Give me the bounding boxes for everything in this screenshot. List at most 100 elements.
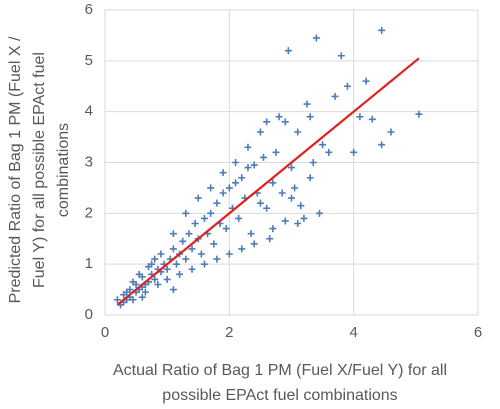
scatter-marker [141,288,149,296]
scatter-marker [325,148,333,156]
y-tick-label: 6 [85,1,93,18]
scatter-marker [356,113,364,121]
scatter-marker [138,293,146,301]
scatter-marker [269,225,277,233]
y-axis-label: Predicted Ratio of Bag 1 PM (Fuel X / [7,36,24,303]
y-axis-label: Fuel Y) for all possible EPAct fuel [31,52,48,288]
scatter-marker [350,148,358,156]
scatter-marker [244,143,252,151]
y-tick-label: 5 [85,52,93,69]
x-tick-label: 6 [474,324,482,341]
x-tick-label: 2 [225,324,233,341]
scatter-marker [129,278,137,286]
scatter-marker [263,118,271,126]
scatter-marker [200,260,208,268]
scatter-marker [188,265,196,273]
scatter-marker [294,220,302,227]
scatter-marker [172,260,180,268]
scatter-marker [151,255,159,263]
scatter-marker [207,184,215,192]
y-tick-label: 3 [85,153,93,170]
scatter-marker [297,202,305,210]
scatter-marker [288,164,295,172]
scatter-marker [182,209,190,217]
scatter-marker [213,255,221,263]
scatter-marker [281,118,289,126]
scatter-marker [309,159,317,166]
scatter-marker [306,113,314,121]
x-tick-label: 0 [101,324,109,341]
scatter-marker [272,148,280,156]
scatter-marker [337,52,345,60]
scatter-marker [247,230,255,238]
scatter-marker [188,245,196,253]
scatter-marker [378,141,386,149]
scatter-marker [123,288,131,296]
scatter-marker [362,77,370,85]
scatter-marker [232,159,240,166]
scatter-marker [378,26,386,34]
scatter-marker [315,209,323,217]
scatter-marker [244,164,252,172]
scatter-marker [169,245,177,253]
scatter-marker [179,237,187,245]
scatter-marker [303,100,311,108]
y-tick-label: 4 [85,103,93,120]
x-axis-label: Actual Ratio of Bag 1 PM (Fuel X/Fuel Y)… [113,362,447,379]
scatter-marker [176,270,184,278]
scatter-marker [225,250,233,258]
scatter-marker [163,265,171,273]
scatter-marker [219,169,227,177]
scatter-marker [200,214,208,222]
scatter-marker [238,245,246,253]
scatter-marker [197,250,205,258]
scatter-marker [157,250,165,258]
scatter-marker [415,110,423,118]
scatter-marker [294,128,302,136]
scatter-marker [182,255,190,263]
scatter-marker [151,275,159,283]
x-axis-label: possible EPAct fuel combinations [162,387,397,404]
scatter-marker [306,174,314,182]
scatter-marker [210,240,218,248]
y-tick-label: 1 [85,255,93,272]
scatter-marker [207,209,215,217]
scatter-marker [263,204,271,212]
fit-line [116,57,420,306]
scatter-marker [213,199,221,207]
scatter-marker [256,199,264,207]
scatter-marker [169,230,177,238]
scatter-marker [288,194,295,202]
scatter-marker [135,270,143,278]
scatter-marker [319,141,327,149]
scatter-marker [238,174,246,182]
scatter-marker [266,235,274,243]
scatter-marker [284,47,292,55]
scatter-marker [154,281,162,288]
x-tick-label: 4 [349,324,357,341]
scatter-marker [222,225,230,233]
scatter-marker [194,194,202,202]
scatter-marker [232,179,240,187]
scatter-marker [343,82,351,90]
scatter-marker [278,189,286,197]
scatter-marker [219,189,227,197]
scatter-marker [387,128,395,136]
scatter-marker [235,214,243,222]
scatter-marker [269,179,277,187]
scatter-marker [260,153,268,161]
scatter-marker [312,34,320,42]
scatter-marker [129,296,137,304]
scatter-marker [300,214,308,222]
scatter-marker [368,115,376,123]
scatter-marker [148,260,156,268]
scatter-marker [275,113,283,121]
scatter-marker [185,230,193,238]
scatter-marker [256,128,264,136]
y-tick-label: 0 [85,306,93,323]
scatter-marker [281,217,289,225]
scatter-marker [169,286,177,294]
scatter-marker [163,275,171,283]
scatter-marker [291,184,299,192]
